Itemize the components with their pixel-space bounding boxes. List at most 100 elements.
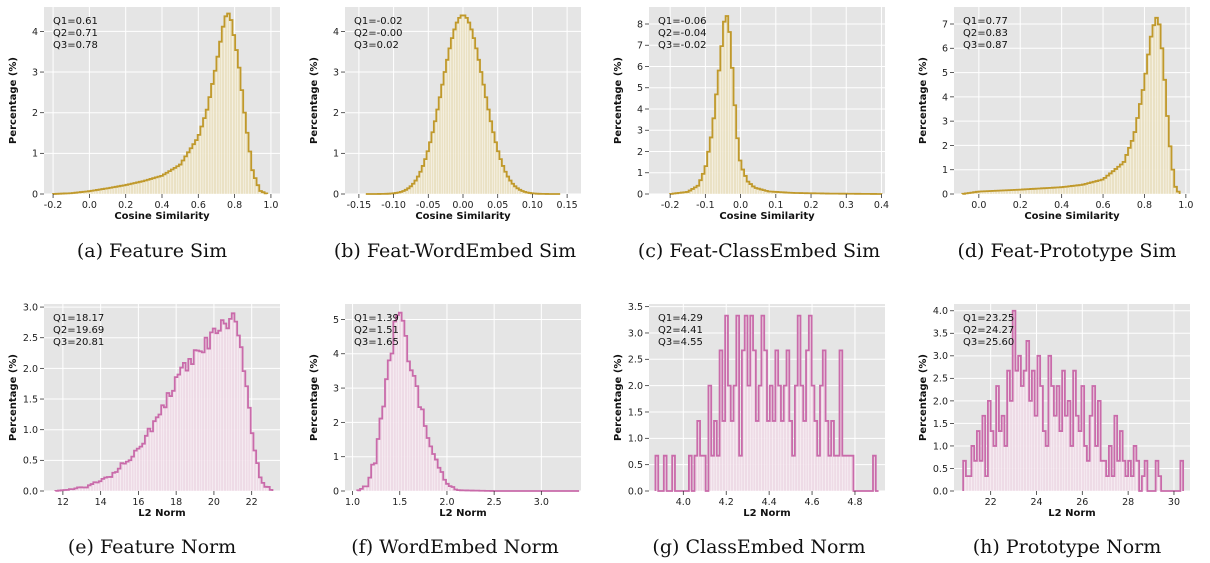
histogram-bar bbox=[173, 167, 177, 195]
histogram-bar bbox=[1070, 445, 1074, 492]
y-tick-label: 1.0 bbox=[628, 434, 643, 445]
quartile-annotation: Q3=25.60 bbox=[963, 337, 1014, 348]
histogram-bar bbox=[189, 148, 193, 195]
x-tick-label: 0.2 bbox=[118, 200, 133, 211]
histogram-bar bbox=[138, 181, 142, 195]
histogram-bar bbox=[1122, 161, 1126, 195]
histogram-bar bbox=[436, 109, 439, 195]
y-axis-label: Percentage (%) bbox=[613, 354, 624, 441]
x-tick-label: 18 bbox=[170, 497, 182, 508]
histogram-bar bbox=[149, 178, 153, 195]
histogram-bar bbox=[130, 183, 134, 195]
y-tick-label: 7 bbox=[942, 19, 948, 30]
histogram-bar bbox=[151, 178, 156, 195]
histogram-step-line bbox=[962, 309, 1185, 492]
histogram-bar bbox=[192, 143, 196, 195]
histogram-bar bbox=[106, 476, 110, 492]
histogram-bar bbox=[177, 374, 181, 492]
histogram-bar bbox=[1023, 370, 1027, 492]
y-tick-label: 0.5 bbox=[628, 460, 643, 471]
histogram-bar bbox=[373, 463, 377, 492]
x-tick-label: 0.2 bbox=[803, 200, 818, 211]
histogram-bar bbox=[1004, 445, 1008, 492]
histogram-bar bbox=[401, 320, 405, 492]
histogram-bar bbox=[205, 109, 209, 195]
histogram-bar bbox=[390, 353, 394, 492]
y-tick-label: 1 bbox=[333, 452, 339, 463]
histogram-bar bbox=[730, 420, 734, 492]
histogram-bar bbox=[699, 455, 704, 492]
histogram-bar bbox=[236, 335, 241, 492]
histogram-bar bbox=[836, 455, 840, 492]
y-tick-label: 0.0 bbox=[23, 486, 38, 497]
y-tick-label: 1 bbox=[333, 149, 339, 160]
histogram-bar bbox=[398, 312, 402, 492]
y-tick-label: 0 bbox=[333, 189, 339, 200]
histogram-bar bbox=[1114, 168, 1118, 195]
chart-panel: 0 1 2 3 4 -0.15 -0.10 -0.05 0.00 0.05 0.10 0.15 Cosi… bbox=[309, 7, 581, 262]
y-tick-label: 4 bbox=[942, 92, 948, 103]
histogram-bar bbox=[711, 455, 715, 492]
y-tick-label: 6 bbox=[942, 44, 948, 55]
chart-panel: 0 1 2 3 4 5 1.0 1.5 2.0 2.5 3.0 L2 Norm Percentage (… bbox=[309, 304, 581, 558]
subfigure-caption: (d) Feat-Prototype Sim bbox=[957, 240, 1176, 262]
histogram-bar bbox=[407, 361, 411, 492]
histogram-bar bbox=[722, 21, 726, 195]
x-tick-label: 0.3 bbox=[839, 200, 854, 211]
histogram-bar bbox=[234, 49, 239, 195]
quartile-annotation: Q3=20.81 bbox=[53, 337, 104, 348]
y-axis-label: Percentage (%) bbox=[309, 57, 320, 144]
histogram-bar bbox=[1105, 475, 1110, 492]
histogram-bar bbox=[409, 370, 413, 492]
histogram-bar bbox=[231, 313, 235, 492]
x-tick-label: 0.0 bbox=[733, 200, 748, 211]
quartile-annotation: Q1=-0.02 bbox=[354, 16, 403, 27]
histogram-bar bbox=[440, 84, 444, 195]
quartile-annotation: Q1=0.61 bbox=[53, 16, 98, 27]
quartile-annotation: Q2=4.41 bbox=[658, 325, 703, 336]
chart-panel: 0 1 2 3 4 5 6 7 8 -0.2 -0.1 0.0 0.1 0.2 0.3 0.4 Cosine S… bbox=[613, 7, 889, 262]
histogram-step-line bbox=[52, 12, 269, 195]
y-tick-label: 3.5 bbox=[628, 302, 643, 313]
histogram-bar bbox=[154, 177, 158, 195]
histogram-bar bbox=[136, 448, 140, 492]
y-tick-label: 2 bbox=[333, 108, 339, 119]
histogram-bar bbox=[182, 362, 186, 492]
histogram-bar bbox=[993, 445, 997, 492]
y-tick-label: 2.0 bbox=[628, 381, 643, 392]
histogram-bar bbox=[135, 182, 139, 195]
histogram-bar bbox=[139, 446, 143, 492]
histogram-bar bbox=[1009, 400, 1013, 492]
histogram-bar bbox=[179, 367, 184, 492]
histogram-bar bbox=[215, 333, 219, 492]
y-tick-label: 5 bbox=[637, 83, 643, 94]
histogram-bar bbox=[201, 352, 205, 492]
x-tick-label: 0.8 bbox=[227, 200, 242, 211]
y-tick-label: 3 bbox=[333, 67, 339, 78]
histogram-bar bbox=[968, 475, 972, 492]
histogram-bar bbox=[218, 41, 222, 195]
histogram-bar bbox=[1045, 445, 1049, 492]
histogram-bar bbox=[1100, 179, 1104, 195]
x-tick-label: 0.4 bbox=[1054, 200, 1069, 211]
histogram-bar bbox=[1020, 385, 1024, 492]
histogram-bar bbox=[125, 461, 129, 492]
histogram-bar bbox=[965, 475, 969, 492]
histogram-bar bbox=[216, 56, 220, 195]
histogram-bar bbox=[477, 59, 481, 195]
histogram-bar bbox=[196, 350, 200, 492]
histogram-bar bbox=[1155, 17, 1159, 195]
x-tick-label: 1.0 bbox=[345, 497, 360, 508]
histogram-bar bbox=[200, 126, 204, 195]
histogram-bar bbox=[1144, 73, 1148, 195]
x-tick-label: 4.8 bbox=[847, 497, 862, 508]
x-tick-label: 0.8 bbox=[1137, 200, 1152, 211]
y-tick-label: 0.5 bbox=[933, 464, 948, 475]
histogram-bar bbox=[1028, 400, 1033, 492]
y-tick-label: 3.0 bbox=[933, 351, 948, 362]
chart-panel: 0.0 0.5 1.0 1.5 2.0 2.5 3.0 3.5 4.0 4.2 4.4 4.6 4.8 L… bbox=[613, 302, 885, 558]
histogram-bar bbox=[1073, 185, 1077, 195]
histogram-bar bbox=[1141, 89, 1145, 195]
x-tick-label: 0.4 bbox=[154, 200, 169, 211]
histogram-bar bbox=[1015, 370, 1019, 492]
